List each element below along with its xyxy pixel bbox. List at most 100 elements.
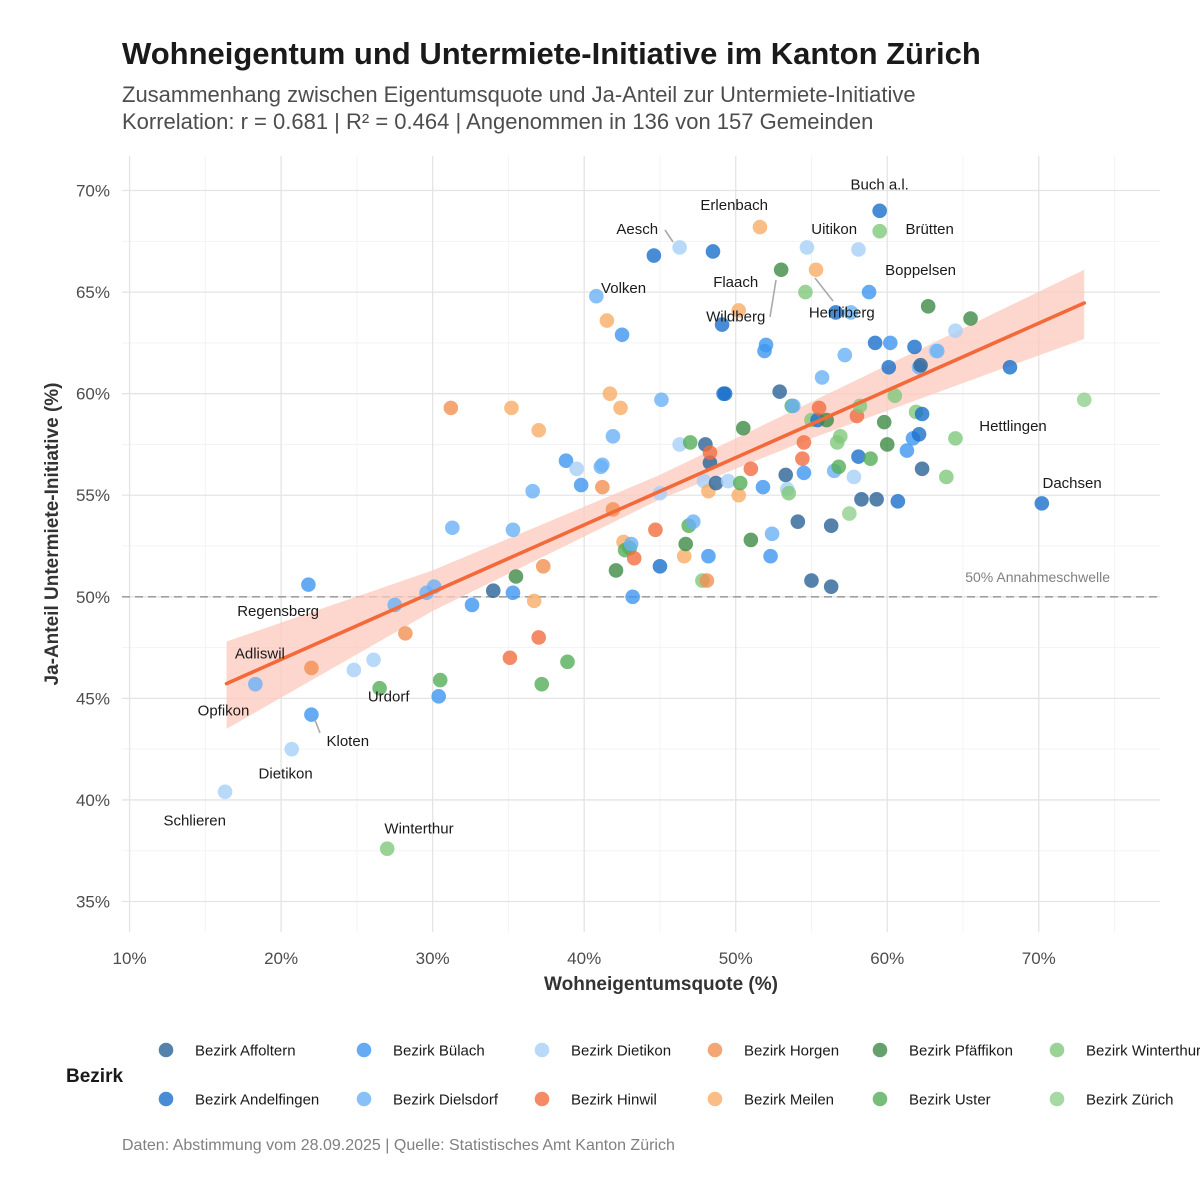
legend-swatch [534, 1042, 550, 1058]
data-point [599, 313, 615, 328]
label-leader-lines [314, 229, 834, 734]
data-point [504, 400, 519, 416]
point-label: Volken [601, 280, 646, 297]
data-point [573, 477, 589, 493]
point-label: Urdorf [368, 688, 411, 705]
data-point [613, 400, 628, 416]
point-label: Wildberg [706, 308, 765, 325]
data-point [648, 522, 663, 538]
data-point [626, 550, 642, 566]
legend-label: Bezirk Hinwil [571, 1092, 657, 1109]
point-label: Flaach [713, 274, 758, 291]
data-point [814, 370, 830, 385]
legend-swatch [356, 1091, 372, 1107]
data-point [672, 240, 687, 255]
confidence-band [226, 269, 1085, 729]
point-label: Opfikon [198, 703, 250, 720]
data-point [605, 429, 621, 444]
data-point [887, 388, 903, 404]
data-point [625, 589, 640, 605]
legend-swatch [872, 1091, 888, 1107]
data-point [811, 400, 827, 416]
data-point [531, 630, 547, 645]
data-point [758, 337, 774, 353]
legend-item: Bezirk Winterthur [1049, 1042, 1200, 1060]
data-point [752, 219, 768, 235]
data-point [284, 741, 300, 757]
point-label: Buch a.l. [850, 176, 908, 193]
data-point [914, 406, 930, 422]
data-point [914, 461, 930, 477]
legend-label: Bezirk Affoltern [195, 1043, 296, 1060]
data-point [654, 392, 669, 408]
data-point [781, 485, 797, 501]
data-point [732, 475, 748, 491]
data-point [846, 469, 862, 485]
data-points [217, 203, 1092, 857]
legend-label: Bezirk Dielsdorf [393, 1092, 499, 1109]
data-point [445, 520, 460, 536]
data-point [798, 284, 813, 300]
data-point [828, 305, 844, 320]
data-point [851, 242, 866, 257]
x-tick-label: 30% [416, 949, 450, 968]
data-point [464, 597, 480, 613]
data-point [676, 548, 692, 564]
y-tick-label: 70% [76, 182, 110, 201]
data-point [588, 288, 604, 304]
chart-subtitle-line-1: Zusammenhang zwischen Eigentumsquote und… [122, 82, 916, 107]
legend-label: Bezirk Winterthur [1086, 1043, 1200, 1060]
data-point [720, 473, 736, 489]
point-label: Winterthur [384, 820, 453, 837]
data-point [432, 672, 448, 688]
data-point [743, 532, 759, 548]
data-point [398, 626, 413, 641]
legend-swatch [1049, 1091, 1065, 1107]
data-point [372, 680, 387, 696]
point-label: Aesch [616, 221, 658, 238]
data-point [1034, 496, 1050, 511]
data-point [505, 585, 521, 601]
data-point [843, 305, 859, 320]
data-point [304, 660, 319, 676]
leader-line-wildberg [769, 279, 777, 318]
data-point [796, 435, 812, 450]
data-point [778, 467, 794, 483]
data-point [831, 459, 847, 475]
data-point [851, 449, 866, 464]
data-point [920, 299, 936, 314]
legend-swatch [872, 1042, 888, 1058]
data-point [911, 427, 927, 442]
data-point [595, 479, 610, 495]
data-point [1076, 392, 1092, 408]
point-label: Schlieren [163, 812, 226, 829]
y-tick-label: 45% [76, 689, 110, 708]
x-axis-title: Wohneigentumsquote (%) [544, 974, 778, 995]
data-point [823, 518, 839, 534]
point-label: Dachsen [1043, 475, 1102, 492]
data-point [485, 583, 501, 599]
data-point [796, 465, 812, 481]
legend-item: Bezirk Andelfingen [158, 1092, 319, 1109]
data-point [505, 522, 521, 538]
data-point [808, 262, 824, 278]
axes: Wohneigentumsquote (%) Ja-Anteil Untermi… [42, 182, 1056, 995]
data-point [443, 400, 459, 416]
point-label: Regensberg [237, 603, 319, 620]
legend-label: Bezirk Dietikon [571, 1043, 671, 1060]
data-point [879, 437, 895, 452]
legend-item: Bezirk Pfäffikon [872, 1042, 1013, 1060]
data-point [795, 451, 810, 466]
data-point [508, 569, 524, 584]
data-point [837, 347, 853, 363]
legend-swatch [1049, 1042, 1065, 1058]
point-label: Erlenbach [700, 197, 768, 214]
data-point [832, 429, 848, 444]
legend-swatch [158, 1042, 174, 1058]
data-point [717, 386, 733, 401]
trend-line-group [224, 301, 1087, 686]
data-point [763, 548, 778, 564]
data-point [876, 414, 892, 430]
data-point [702, 445, 718, 460]
y-tick-label: 50% [76, 588, 110, 607]
